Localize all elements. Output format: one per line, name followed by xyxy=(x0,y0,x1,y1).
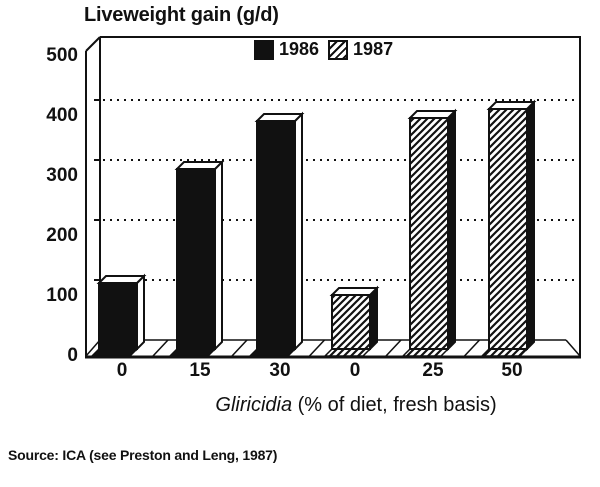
category-divider-2 xyxy=(308,339,326,357)
legend-label-1987: 1987 xyxy=(353,39,394,59)
x-tick-label-5: 50 xyxy=(501,360,523,381)
category-divider-4 xyxy=(463,339,481,357)
x-tick-label-4: 25 xyxy=(422,360,444,381)
bar-1987-50 xyxy=(480,99,537,357)
category-divider-3 xyxy=(385,339,402,357)
bar-1987-0 xyxy=(323,285,380,357)
y-tick-label-0: 0 xyxy=(67,345,78,366)
x-axis-title-rest: (% of diet, fresh basis) xyxy=(292,394,497,416)
bar-1986-15 xyxy=(168,159,225,357)
bar-1986-0 xyxy=(90,273,147,357)
legend-swatch-1987-hatch-icon xyxy=(328,39,349,60)
bar-1987-25 xyxy=(401,108,458,357)
bar-1986-30 xyxy=(248,111,305,357)
legend-label-1986: 1986 xyxy=(279,39,320,59)
x-axis-title-italic: Gliricidia xyxy=(215,394,293,416)
x-tick-label-0: 0 xyxy=(116,360,128,381)
y-tick-label-200: 200 xyxy=(46,225,78,246)
frame-bevel-top-left xyxy=(85,36,101,52)
y-tick-label-400: 400 xyxy=(46,105,78,126)
y-tick-label-500: 500 xyxy=(46,45,78,66)
chart-title: Liveweight gain (g/d) xyxy=(84,4,279,26)
category-divider-0 xyxy=(152,339,169,357)
x-tick-label-3: 0 xyxy=(349,360,361,381)
y-tick-label-100: 100 xyxy=(46,285,78,306)
x-axis-title: Gliricidia (% of diet, fresh basis) xyxy=(215,394,496,417)
source-note: Source: ICA (see Preston and Leng, 1987) xyxy=(8,447,278,463)
floor-diagonal-left xyxy=(85,339,101,357)
x-tick-label-1: 15 xyxy=(189,360,211,381)
legend-swatch-1986-solid-icon xyxy=(254,39,274,60)
category-divider-1 xyxy=(231,339,248,357)
y-tick-label-300: 300 xyxy=(46,165,78,186)
x-tick-label-2: 30 xyxy=(269,360,291,381)
floor-diagonal-right xyxy=(565,339,581,357)
legend: 1986 1987 xyxy=(254,39,393,60)
